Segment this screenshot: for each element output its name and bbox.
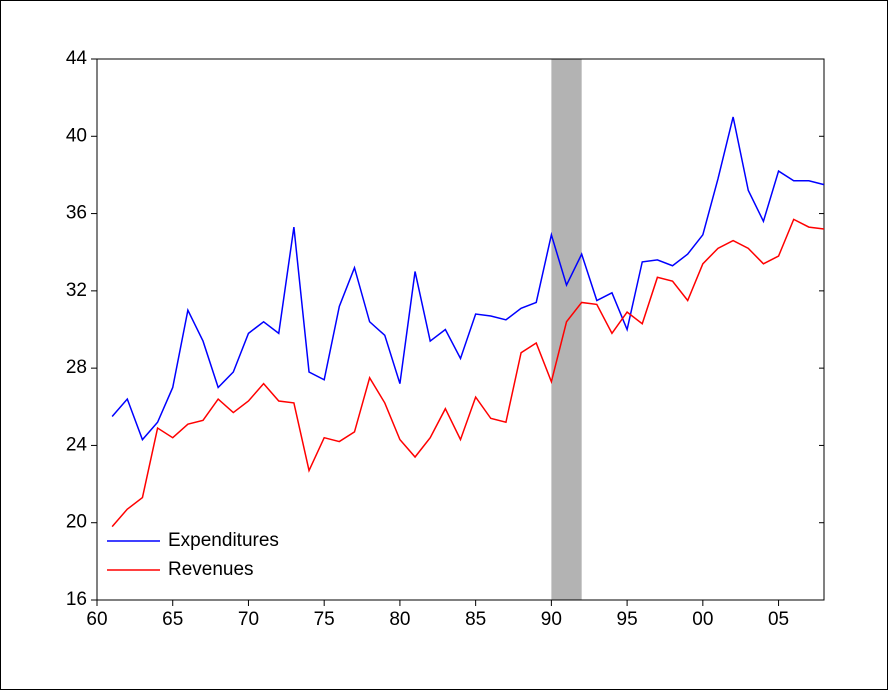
y-tick-label: 20 xyxy=(66,512,87,533)
y-tick-label: 44 xyxy=(66,48,88,69)
y-tick-label: 36 xyxy=(66,203,87,224)
x-tick-label: 95 xyxy=(617,609,638,630)
x-tick-label: 80 xyxy=(389,609,410,630)
plot-frame xyxy=(96,58,825,601)
y-tick-label: 40 xyxy=(66,125,87,146)
x-tick-label: 05 xyxy=(768,609,789,630)
x-tick-label: 85 xyxy=(465,609,486,630)
x-tick-label: 70 xyxy=(238,609,259,630)
legend-label: Expenditures xyxy=(168,530,279,551)
x-tick-label: 65 xyxy=(162,609,183,630)
x-tick-label: 90 xyxy=(541,609,562,630)
y-tick-label: 32 xyxy=(66,280,87,301)
x-tick-label: 00 xyxy=(692,609,713,630)
y-tick-label: 24 xyxy=(66,434,88,455)
y-tick-label: 28 xyxy=(66,357,87,378)
shaded-region xyxy=(551,59,582,600)
series-line xyxy=(111,116,825,442)
y-tick-label: 16 xyxy=(66,589,87,610)
legend-label: Revenues xyxy=(168,559,254,580)
series-line xyxy=(111,218,825,528)
x-tick-label: 60 xyxy=(86,609,107,630)
x-tick-label: 75 xyxy=(314,609,335,630)
